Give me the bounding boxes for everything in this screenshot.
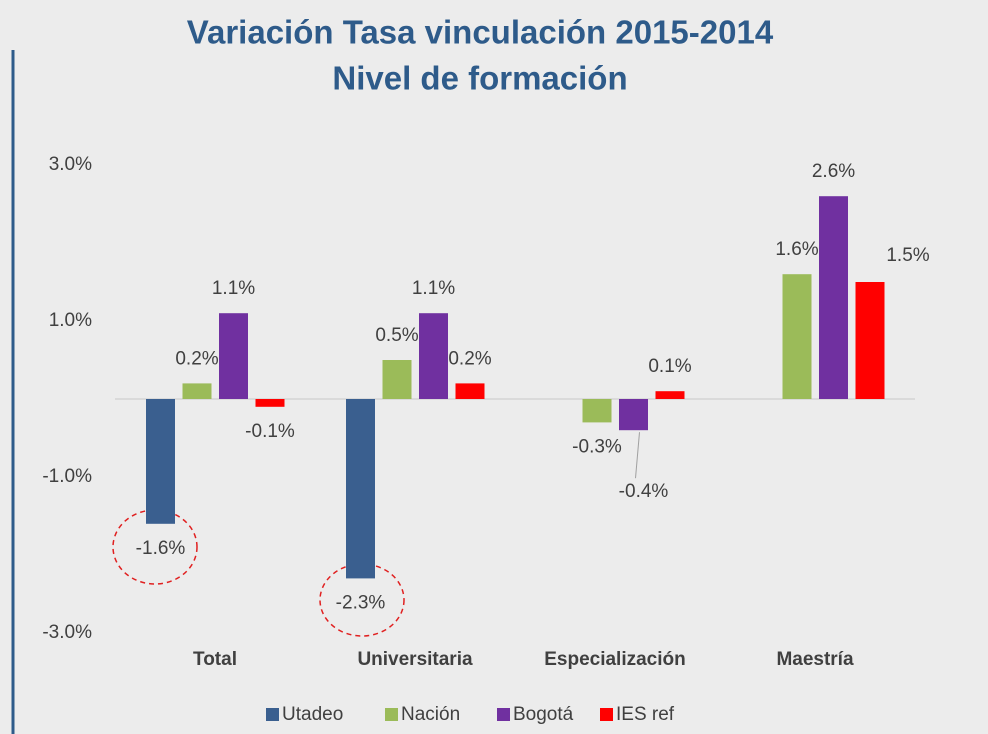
bar: [582, 399, 612, 423]
y-tick-label: -1.0%: [42, 466, 92, 487]
y-tick-label: 3.0%: [49, 154, 92, 175]
legend-swatch: [497, 708, 510, 721]
x-tick-label: Especialización: [544, 649, 686, 670]
data-label: 1.1%: [412, 278, 455, 299]
chart-title: Variación Tasa vinculación 2015-2014: [187, 14, 774, 51]
data-label: -0.4%: [619, 481, 669, 502]
data-label: -0.3%: [572, 436, 622, 457]
data-label: 1.6%: [775, 239, 818, 260]
bar: [782, 274, 812, 399]
data-label: -0.1%: [245, 421, 295, 442]
bar: [346, 399, 375, 579]
chart-subtitle: Nivel de formación: [332, 60, 627, 97]
bar: [255, 399, 285, 407]
bar: [855, 282, 885, 399]
bar: [382, 360, 412, 399]
bar: [182, 383, 212, 399]
bar: [219, 313, 248, 399]
data-label: 2.6%: [812, 161, 855, 182]
legend-label: Utadeo: [282, 704, 343, 725]
bar: [419, 313, 448, 399]
legend-label: Bogotá: [513, 704, 574, 725]
legend-label: IES ref: [616, 704, 675, 725]
x-tick-label: Universitaria: [357, 649, 473, 670]
data-label: 0.2%: [448, 348, 491, 369]
legend-swatch: [266, 708, 279, 721]
bar: [455, 383, 485, 399]
legend-swatch: [385, 708, 398, 721]
bar: [146, 399, 175, 524]
bar: [655, 391, 685, 399]
x-tick-label: Total: [193, 649, 237, 670]
legend-swatch: [600, 708, 613, 721]
data-label: -1.6%: [136, 538, 186, 559]
data-label: 1.1%: [212, 278, 255, 299]
data-label: 1.5%: [886, 245, 929, 266]
data-label: 0.5%: [375, 325, 418, 346]
y-tick-label: 1.0%: [49, 310, 92, 331]
legend-label: Nación: [401, 704, 460, 725]
data-label: -2.3%: [336, 592, 386, 613]
highlight-circle: [112, 509, 198, 585]
leader-line: [635, 432, 640, 479]
bar: [819, 196, 848, 399]
data-label: 0.1%: [648, 356, 691, 377]
data-label: 0.2%: [175, 348, 218, 369]
x-tick-label: Maestría: [776, 649, 854, 670]
bar: [619, 399, 648, 431]
y-tick-label: -3.0%: [42, 622, 92, 643]
